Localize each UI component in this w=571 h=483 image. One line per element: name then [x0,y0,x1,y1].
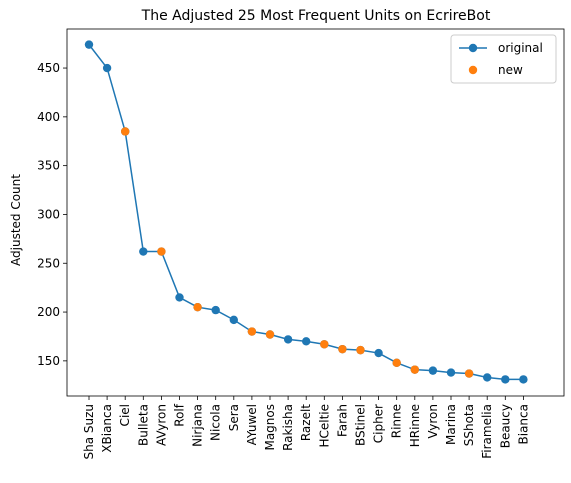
point-original [302,337,311,346]
x-tick-label: Rolf [173,403,187,426]
point-new [356,345,365,355]
chart-title: The Adjusted 25 Most Frequent Units on E… [141,8,491,24]
x-tick-label: Ciel [118,404,132,426]
point-original [374,348,383,358]
y-tick-label: 150 [37,354,60,368]
x-tick-label: HCeltie [317,404,331,448]
y-tick-label: 250 [37,256,60,270]
x-tick-label: Magnos [263,404,277,451]
x-tick-label: Firamelia [480,404,494,459]
x-tick-label: XBianca [100,404,114,453]
x-tick-label: Rinne [390,404,404,438]
legend-box [450,34,557,84]
point-original [428,366,438,375]
point-original [283,335,293,344]
x-tick-label: Razelt [299,404,313,441]
point-new [121,127,130,136]
point-new [320,340,329,349]
point-original [139,247,148,256]
y-tick-label: 350 [37,159,60,173]
point-original [84,40,94,49]
plot-frame [66,28,565,397]
x-tick-label: Bianca [516,404,530,444]
x-tick-label: Beaucy [498,404,512,448]
legend: original new [450,34,557,84]
x-tick-label: Nicola [209,404,223,441]
point-new [410,365,419,374]
y-tick-label: 300 [37,207,60,221]
point-new [464,369,474,378]
point-original [446,368,456,377]
x-tick-label: Sera [227,404,241,431]
x-tick-label: Bulleta [136,404,150,446]
y-axis-label: Adjusted Count [9,174,23,266]
point-original [519,375,528,384]
point-original [102,63,112,73]
legend-marker [468,43,478,53]
x-tick-label: Farah [335,404,349,437]
point-original [501,375,510,384]
x-tick-label: HRinne [408,404,422,447]
series-line-original [88,44,524,381]
legend-label: original [498,41,543,55]
point-new [265,330,275,339]
x-tick-label: Sha Suzu [82,404,96,460]
x-tick-label: Rakisha [281,404,295,451]
x-tick-label: SShota [462,404,476,446]
x-tick-label: Vyron [426,404,440,439]
x-tick-label: Nirjana [191,404,205,447]
y-tick-label: 400 [37,110,60,124]
point-new [392,358,401,368]
point-new [247,327,257,336]
plot-area [84,40,528,384]
x-tick-label: AVyron [154,404,168,446]
x-tick-label: Cipher [372,404,386,443]
legend-marker [468,65,478,75]
y-tick-label: 450 [37,61,60,75]
point-new [193,302,202,312]
point-original [211,305,220,315]
x-tick-label: AYuwel [245,404,259,445]
point-new [157,247,166,256]
y-tick-label: 200 [37,305,60,319]
point-original [175,293,184,302]
x-tick-label: BStinel [354,404,368,446]
point-new [338,344,347,354]
legend-label: new [498,63,523,77]
point-original [229,315,238,325]
x-tick-label: Marina [444,404,458,445]
point-original [483,373,492,382]
